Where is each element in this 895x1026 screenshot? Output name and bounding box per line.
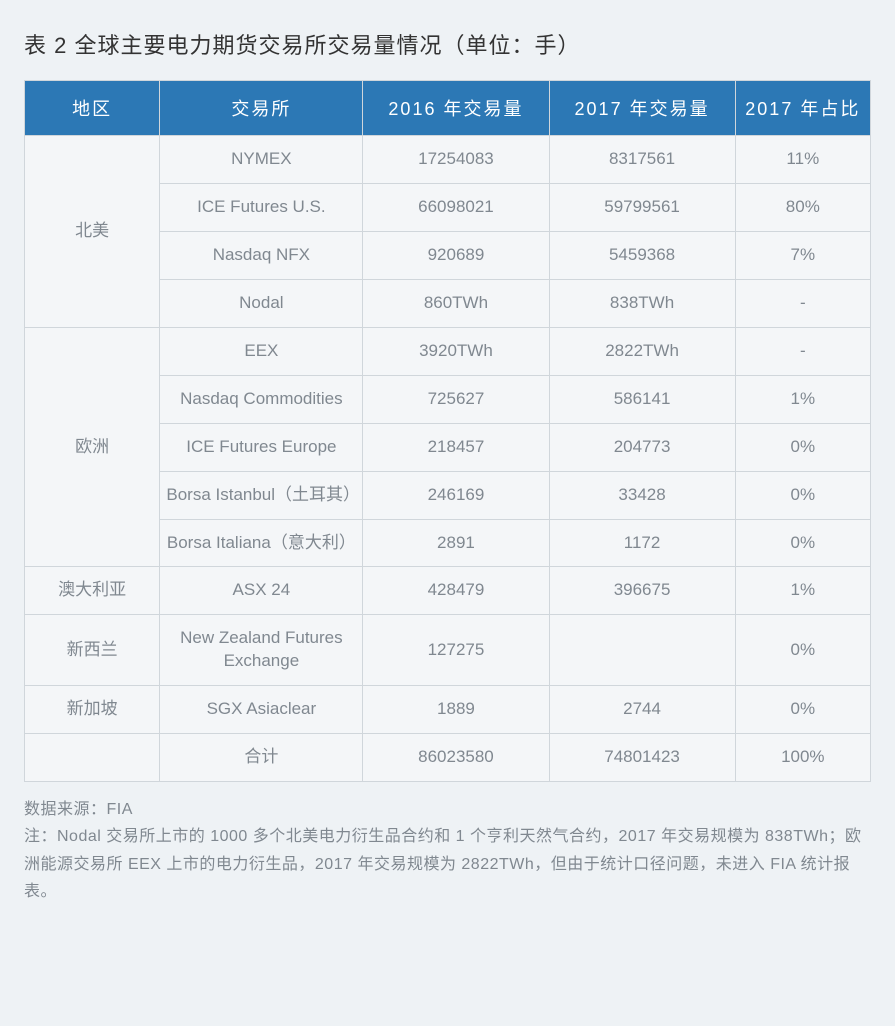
v2016-cell: 428479: [363, 567, 549, 615]
table-row: 澳大利亚ASX 244284793966751%: [25, 567, 871, 615]
region-cell: 新西兰: [25, 615, 160, 686]
share-cell: 80%: [735, 183, 870, 231]
share-cell: 0%: [735, 615, 870, 686]
exchange-cell: SGX Asiaclear: [160, 686, 363, 734]
exchange-cell: ICE Futures Europe: [160, 423, 363, 471]
col-2016: 2016 年交易量: [363, 81, 549, 136]
v2017-cell: 1172: [549, 519, 735, 567]
table-row: 新西兰New Zealand Futures Exchange127275 0%: [25, 615, 871, 686]
share-cell: 1%: [735, 375, 870, 423]
footnote: 数据来源：FIA 注：Nodal 交易所上市的 1000 多个北美电力衍生品合约…: [24, 796, 871, 905]
total-region-blank: [25, 734, 160, 782]
total-row: 合计8602358074801423100%: [25, 734, 871, 782]
v2016-cell: 920689: [363, 231, 549, 279]
exchange-cell: Nasdaq Commodities: [160, 375, 363, 423]
table-title: 表 2 全球主要电力期货交易所交易量情况（单位：手）: [24, 28, 871, 60]
share-cell: 11%: [735, 136, 870, 184]
v2017-cell: 204773: [549, 423, 735, 471]
v2017-cell: 2822TWh: [549, 327, 735, 375]
total-2016: 86023580: [363, 734, 549, 782]
share-cell: -: [735, 279, 870, 327]
v2016-cell: 2891: [363, 519, 549, 567]
v2017-cell: 33428: [549, 471, 735, 519]
exchange-cell: ICE Futures U.S.: [160, 183, 363, 231]
v2016-cell: 860TWh: [363, 279, 549, 327]
total-label: 合计: [160, 734, 363, 782]
v2016-cell: 246169: [363, 471, 549, 519]
share-cell: -: [735, 327, 870, 375]
exchange-cell: EEX: [160, 327, 363, 375]
v2017-cell: 2744: [549, 686, 735, 734]
exchange-cell: New Zealand Futures Exchange: [160, 615, 363, 686]
region-cell: 澳大利亚: [25, 567, 160, 615]
v2016-cell: 17254083: [363, 136, 549, 184]
v2017-cell: [549, 615, 735, 686]
v2017-cell: 5459368: [549, 231, 735, 279]
total-2017: 74801423: [549, 734, 735, 782]
exchange-cell: NYMEX: [160, 136, 363, 184]
col-2017: 2017 年交易量: [549, 81, 735, 136]
v2016-cell: 725627: [363, 375, 549, 423]
col-exchange: 交易所: [160, 81, 363, 136]
table-row: 新加坡SGX Asiaclear188927440%: [25, 686, 871, 734]
v2016-cell: 3920TWh: [363, 327, 549, 375]
exchange-cell: Borsa Italiana（意大利）: [160, 519, 363, 567]
v2017-cell: 59799561: [549, 183, 735, 231]
share-cell: 7%: [735, 231, 870, 279]
v2017-cell: 396675: [549, 567, 735, 615]
col-share: 2017 年占比: [735, 81, 870, 136]
v2017-cell: 586141: [549, 375, 735, 423]
table-header-row: 地区 交易所 2016 年交易量 2017 年交易量 2017 年占比: [25, 81, 871, 136]
v2016-cell: 127275: [363, 615, 549, 686]
footnote-note: 注：Nodal 交易所上市的 1000 多个北美电力衍生品合约和 1 个亨利天然…: [24, 823, 871, 905]
region-cell: 北美: [25, 136, 160, 328]
share-cell: 0%: [735, 423, 870, 471]
v2016-cell: 1889: [363, 686, 549, 734]
exchange-cell: Borsa Istanbul（土耳其）: [160, 471, 363, 519]
share-cell: 0%: [735, 686, 870, 734]
total-share: 100%: [735, 734, 870, 782]
share-cell: 1%: [735, 567, 870, 615]
v2017-cell: 8317561: [549, 136, 735, 184]
v2016-cell: 66098021: [363, 183, 549, 231]
exchange-cell: Nasdaq NFX: [160, 231, 363, 279]
footnote-source: 数据来源：FIA: [24, 796, 871, 823]
exchange-cell: Nodal: [160, 279, 363, 327]
region-cell: 新加坡: [25, 686, 160, 734]
v2017-cell: 838TWh: [549, 279, 735, 327]
table-row: 欧洲EEX3920TWh2822TWh-: [25, 327, 871, 375]
region-cell: 欧洲: [25, 327, 160, 567]
data-table: 地区 交易所 2016 年交易量 2017 年交易量 2017 年占比 北美NY…: [24, 80, 871, 782]
share-cell: 0%: [735, 471, 870, 519]
exchange-cell: ASX 24: [160, 567, 363, 615]
table-row: 北美NYMEX17254083831756111%: [25, 136, 871, 184]
v2016-cell: 218457: [363, 423, 549, 471]
share-cell: 0%: [735, 519, 870, 567]
col-region: 地区: [25, 81, 160, 136]
